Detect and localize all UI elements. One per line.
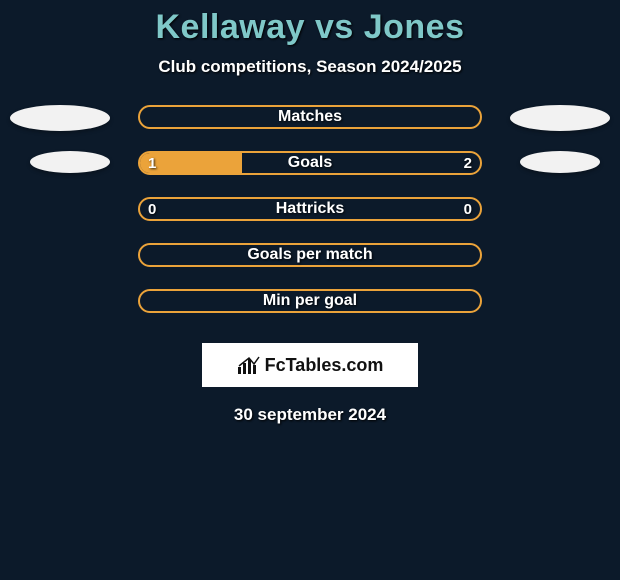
brand-label: FcTables.com [265, 355, 384, 376]
player-right-marker [520, 151, 600, 173]
stat-bar: 12Goals [138, 151, 482, 175]
subtitle: Club competitions, Season 2024/2025 [0, 57, 620, 77]
player-right-marker [510, 105, 610, 131]
stat-bar-track [138, 243, 482, 267]
comparison-row-goals: 12Goals [0, 151, 620, 197]
date-line: 30 september 2024 [0, 405, 620, 425]
stat-bar: Matches [138, 105, 482, 129]
bars-icon [237, 355, 261, 375]
player-left-marker [30, 151, 110, 173]
comparison-row-goals_per_match: Goals per match [0, 243, 620, 289]
stat-bar-track [138, 197, 482, 221]
stat-right-value: 2 [464, 151, 472, 175]
comparison-row-min_per_goal: Min per goal [0, 289, 620, 335]
stat-bar: Goals per match [138, 243, 482, 267]
comparison-row-hattricks: 00Hattricks [0, 197, 620, 243]
stat-left-value: 1 [148, 151, 156, 175]
stat-left-value: 0 [148, 197, 156, 221]
stat-bar-track [138, 151, 482, 175]
stat-right-value: 0 [464, 197, 472, 221]
stat-bar-track [138, 105, 482, 129]
comparison-infographic: Kellaway vs Jones Club competitions, Sea… [0, 0, 620, 425]
comparison-row-matches: Matches [0, 105, 620, 151]
page-title: Kellaway vs Jones [0, 8, 620, 47]
brand-badge: FcTables.com [202, 343, 418, 387]
stat-bar-track [138, 289, 482, 313]
stat-bar: 00Hattricks [138, 197, 482, 221]
stat-bar: Min per goal [138, 289, 482, 313]
comparison-rows: Matches12Goals00HattricksGoals per match… [0, 105, 620, 335]
player-left-marker [10, 105, 110, 131]
